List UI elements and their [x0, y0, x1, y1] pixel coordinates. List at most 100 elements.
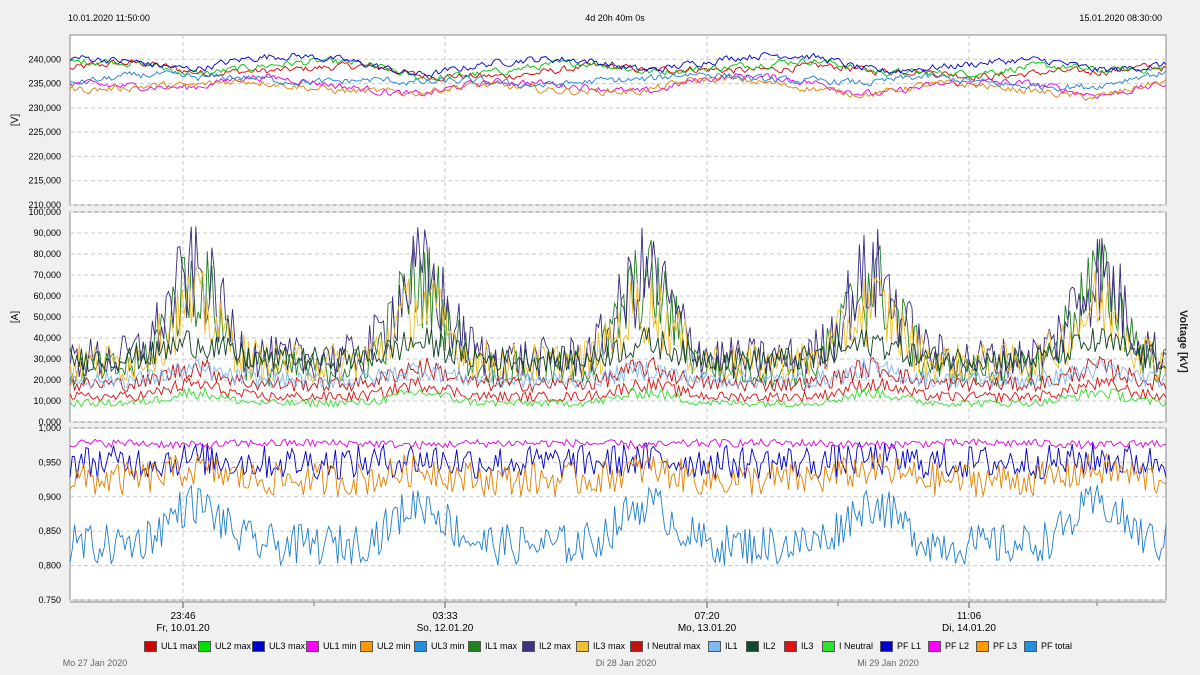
y-tick-label: 100,000 — [28, 207, 61, 217]
legend-label: UL3 max — [269, 641, 306, 651]
legend-label: UL2 min — [377, 641, 411, 651]
legend-item[interactable]: UL2 min — [360, 637, 411, 655]
y-axis-label: [A] — [10, 311, 21, 323]
y-axis-label: [V] — [10, 114, 21, 126]
x-tick-date: Fr, 10.01.20 — [156, 623, 210, 634]
y-tick-label: 0,950 — [38, 457, 61, 467]
panel-voltage: 210,000 215,000 220,000 225,000 230,000 235,0… — [10, 34, 1167, 210]
panel-power_factor: 0.750 0,800 0,850 0,900 0,950 1,000 — [38, 423, 1167, 605]
y-tick-label: 60,000 — [33, 291, 61, 301]
series-line-ul1-min — [69, 72, 1167, 99]
y-tick-label: 220,000 — [28, 151, 61, 161]
legend-item[interactable]: IL2 — [746, 637, 776, 655]
legend-swatch — [522, 640, 535, 652]
legend-item[interactable]: UL2 max — [198, 637, 251, 655]
series-line-il3 — [69, 376, 1167, 404]
x-tick-time: 11:06 — [957, 611, 982, 622]
legend-label: IL2 — [763, 641, 776, 651]
y-tick-label: 70,000 — [33, 270, 61, 280]
x-tick-date: So, 12.01.20 — [417, 623, 474, 634]
panel-current: 0,000 10,000 20,000 30,000 40,000 50,000 60,00… — [10, 207, 1167, 427]
y-tick-label: 0,850 — [38, 526, 61, 536]
legend-swatch — [1024, 640, 1037, 652]
series-line-ul3-max — [69, 52, 1167, 78]
x-tick-date: Mo, 13.01.20 — [678, 623, 737, 634]
header-end-time: 15.01.2020 08:30:00 — [1079, 13, 1162, 23]
legend: UL1 max UL2 max UL3 max UL1 min UL2 min UL3 m… — [144, 637, 1072, 655]
legend-swatch — [928, 640, 941, 652]
series-line-il1 — [69, 359, 1167, 390]
legend-item[interactable]: I Neutral max — [630, 637, 701, 655]
legend-swatch — [468, 640, 481, 652]
bottom-date-label: Di 28 Jan 2020 — [596, 658, 657, 668]
y-tick-label: 235,000 — [28, 79, 61, 89]
legend-label: PF L1 — [897, 641, 922, 651]
legend-label: IL2 max — [539, 641, 572, 651]
y-tick-label: 50,000 — [33, 312, 61, 322]
y-tick-label: 40,000 — [33, 333, 61, 343]
y-tick-label: 230,000 — [28, 103, 61, 113]
legend-item[interactable]: I Neutral — [822, 637, 873, 655]
legend-item[interactable]: PF L3 — [976, 637, 1017, 655]
y-tick-label: 225,000 — [28, 127, 61, 137]
series-line-ul2-min — [69, 74, 1167, 101]
legend-swatch — [144, 640, 157, 652]
x-tick-time: 23:46 — [170, 611, 195, 622]
legend-swatch — [306, 640, 319, 652]
legend-swatch — [784, 640, 797, 652]
y-tick-label: 0,800 — [38, 561, 61, 571]
legend-swatch — [360, 640, 373, 652]
legend-label: UL3 min — [431, 641, 465, 651]
legend-item[interactable]: IL3 — [784, 637, 814, 655]
y-tick-label: 80,000 — [33, 249, 61, 259]
y-tick-label: 90,000 — [33, 228, 61, 238]
legend-swatch — [822, 640, 835, 652]
y-tick-label: 1,000 — [38, 423, 61, 433]
legend-item[interactable]: IL1 — [708, 637, 738, 655]
legend-item[interactable]: IL3 max — [576, 637, 625, 655]
y-tick-label: 210,000 — [28, 200, 61, 210]
y-tick-label: 30,000 — [33, 354, 61, 364]
series-line-ul2-max — [69, 56, 1167, 82]
legend-label: PF L2 — [945, 641, 970, 651]
legend-label: I Neutral — [839, 641, 874, 651]
y-tick-label: 20,000 — [33, 375, 61, 385]
legend-item[interactable]: UL1 max — [144, 637, 197, 655]
legend-item[interactable]: UL3 max — [252, 637, 305, 655]
series-line-pf-l2 — [69, 438, 1167, 451]
series-line-pf-l1 — [69, 441, 1167, 480]
legend-label: UL1 min — [323, 641, 357, 651]
legend-item[interactable]: PF L1 — [880, 637, 921, 655]
legend-item[interactable]: UL1 min — [306, 637, 357, 655]
legend-label: PF total — [1041, 641, 1073, 651]
right-edge-label: Voltage [kV] — [1177, 310, 1189, 373]
legend-item[interactable]: IL1 max — [468, 637, 517, 655]
y-tick-label: 215,000 — [28, 176, 61, 186]
bottom-date-label: Mi 29 Jan 2020 — [857, 658, 919, 668]
plot-area-power_factor — [69, 427, 1167, 601]
legend-label: IL3 — [801, 641, 814, 651]
legend-swatch — [630, 640, 643, 652]
series-line-ul3-min — [69, 70, 1167, 92]
legend-item[interactable]: PF L2 — [928, 637, 969, 655]
y-tick-label: 0.750 — [38, 595, 61, 605]
legend-item[interactable]: IL2 max — [522, 637, 571, 655]
y-tick-label: 10,000 — [33, 396, 61, 406]
legend-label: UL2 max — [215, 641, 252, 651]
legend-label: UL1 max — [161, 641, 198, 651]
x-tick-time: 07:20 — [694, 611, 719, 622]
legend-swatch — [252, 640, 265, 652]
x-tick-date: Di, 14.01.20 — [942, 623, 996, 634]
series-line-il2 — [69, 327, 1167, 373]
legend-label: IL3 max — [593, 641, 626, 651]
header-start-time: 10.01.2020 11:50:00 — [68, 13, 150, 23]
series-line-i-neutral — [69, 386, 1167, 408]
y-tick-label: 0,000 — [38, 417, 61, 427]
bottom-date-label: Mo 27 Jan 2020 — [63, 658, 128, 668]
x-tick-time: 03:33 — [432, 611, 457, 622]
legend-swatch — [880, 640, 893, 652]
legend-item[interactable]: PF total — [1024, 637, 1072, 655]
legend-item[interactable]: UL3 min — [414, 637, 465, 655]
